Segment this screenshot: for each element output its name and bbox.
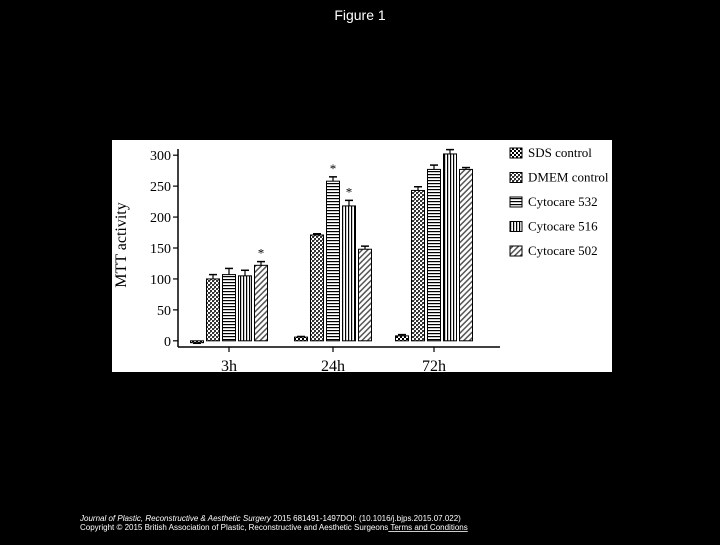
copyright-text: Copyright © 2015 British Association of … (80, 523, 388, 532)
legend-label: Cytocare 502 (528, 243, 598, 258)
bar (222, 274, 236, 342)
y-axis-label: MTT activity (113, 202, 130, 287)
legend-label: SDS control (528, 145, 592, 160)
y-tick-label: 200 (150, 211, 171, 226)
legend-swatch (509, 196, 523, 208)
significance-mark: * (330, 161, 337, 176)
legend-label: Cytocare 516 (528, 219, 598, 234)
legend-label: Cytocare 532 (528, 194, 598, 209)
y-tick-label: 300 (150, 149, 171, 164)
bar (411, 189, 425, 342)
x-tick-label: 24h (321, 358, 345, 375)
y-tick-label: 150 (150, 242, 171, 257)
slide-title: Figure 1 (334, 7, 386, 23)
bar (238, 275, 252, 342)
bar (443, 153, 457, 342)
y-tick-label: 0 (164, 335, 171, 350)
legend-swatch (509, 147, 523, 159)
bar (358, 248, 372, 342)
y-tick-label: 250 (150, 180, 171, 195)
citation-journal: Journal of Plastic, Reconstructive & Aes… (79, 514, 272, 523)
significance-mark: * (258, 246, 265, 261)
x-tick-label: 3h (221, 358, 237, 375)
bar (206, 278, 220, 342)
x-tick-label: 72h (422, 358, 446, 375)
y-tick-label: 100 (150, 273, 171, 288)
bar (254, 264, 268, 342)
y-tick-label: 50 (157, 304, 171, 319)
legend-swatch (509, 221, 523, 232)
bar (326, 180, 340, 342)
plot: 0 50 100 150 200 250 300 3h 24h 72h * * * SDS control… (150, 145, 609, 375)
bar (427, 168, 441, 342)
bar (310, 234, 324, 342)
bar (395, 335, 409, 342)
significance-mark: * (346, 184, 353, 199)
legend-swatch (509, 245, 523, 257)
copyright: Copyright © 2015 British Association of … (80, 523, 468, 532)
bar (459, 168, 473, 342)
terms-link[interactable]: Terms and Conditions (388, 523, 467, 532)
legend-label: DMEM control (528, 170, 609, 185)
legend-swatch (509, 172, 523, 183)
citation: Journal of Plastic, Reconstructive & Aes… (79, 514, 461, 523)
bar (294, 336, 308, 342)
citation-doi: 2015 681491-1497DOI: (10.1016/j.bjps.201… (271, 514, 461, 523)
bar (190, 340, 204, 344)
bar (342, 205, 356, 342)
